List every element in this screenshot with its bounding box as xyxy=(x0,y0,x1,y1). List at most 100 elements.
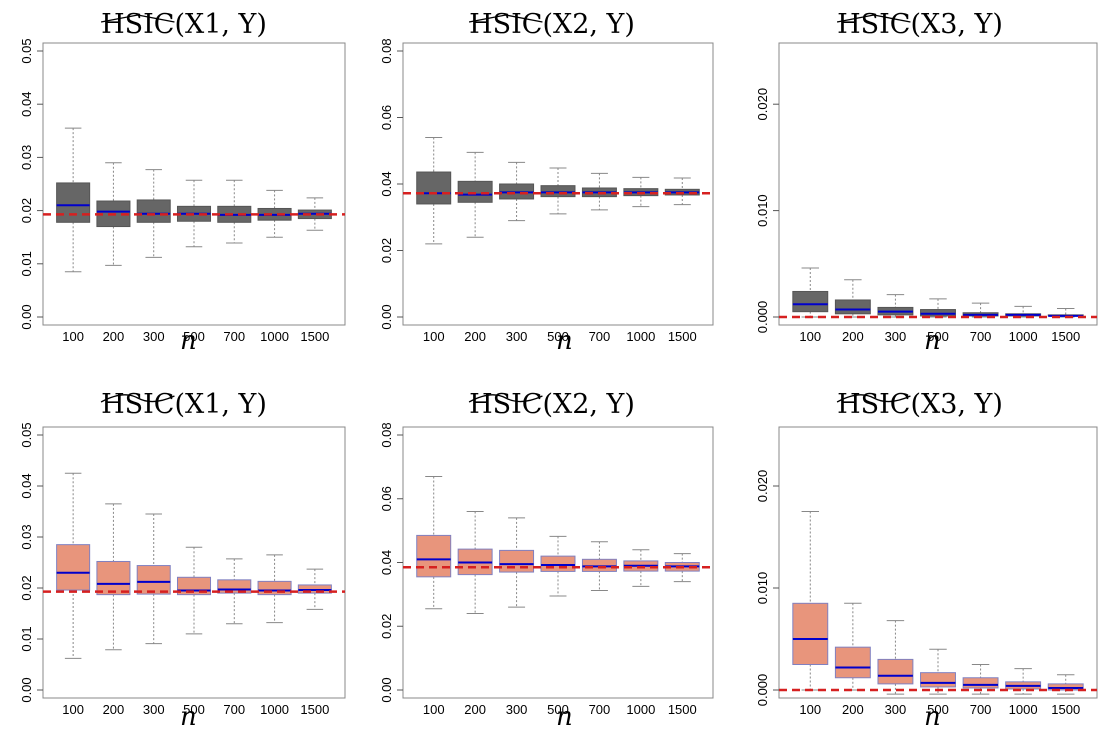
box xyxy=(877,658,914,685)
x-tick-label: 300 xyxy=(885,329,907,344)
panel-hsic-hat-x1: HSIC(X1, Y) 0.00 0.01 0.02 0.03 0.04 0.05 100 2… xyxy=(0,0,368,371)
box xyxy=(416,171,452,205)
box xyxy=(457,180,493,203)
y-tick-label: 0.01 xyxy=(19,251,34,276)
x-axis-label: n xyxy=(924,702,941,732)
y-tick-label: 0.010 xyxy=(755,194,770,227)
x-tick-label: 700 xyxy=(970,702,992,717)
x-tick-label: 1000 xyxy=(1009,702,1038,717)
panel-hsic-tilde-x3: HSIC(X3, Y) 0.000 0.010 0.020 100 200 300 500 7… xyxy=(736,380,1104,751)
box xyxy=(834,299,871,315)
x-tick-label: 500 xyxy=(927,702,949,717)
box xyxy=(834,646,871,679)
x-tick-label: 100 xyxy=(799,329,821,344)
title-arguments: (X3, Y) xyxy=(910,389,1003,420)
x-tick-label: 200 xyxy=(464,702,486,717)
x-tick-label: 1000 xyxy=(626,702,655,717)
y-tick-label: 0.000 xyxy=(755,301,770,334)
box xyxy=(56,544,91,591)
x-tick-label: 1000 xyxy=(1009,329,1038,344)
x-tick-label: 700 xyxy=(223,702,245,717)
y-tick-label: 0.08 xyxy=(379,422,394,447)
y-tick-label: 0.02 xyxy=(379,614,394,639)
box xyxy=(540,185,576,198)
chart-svg: 0.000 0.010 0.020 100 200 300 500 700 1000 1500 xyxy=(755,14,1098,344)
y-tick-label: 0.04 xyxy=(19,92,34,117)
x-tick-label: 1000 xyxy=(260,329,289,344)
y-tick-label: 0.03 xyxy=(19,524,34,549)
title-arguments: (X1, Y) xyxy=(174,9,267,40)
chart-svg: 0.00 0.02 0.04 0.06 0.08 100 200 300 500 700 1000 1… xyxy=(379,394,714,717)
x-tick-label: 100 xyxy=(423,702,445,717)
x-tick-label: 500 xyxy=(183,329,205,344)
y-tick-label: 0.00 xyxy=(379,304,394,329)
title-hat-accent xyxy=(836,14,911,23)
title-arguments: (X3, Y) xyxy=(910,9,1003,40)
box xyxy=(297,584,332,594)
box xyxy=(920,672,956,688)
x-axis-label: n xyxy=(556,326,573,356)
panel-title: HSIC(X2, Y) xyxy=(368,0,736,50)
x-tick-label: 500 xyxy=(183,702,205,717)
y-tick-label: 0.04 xyxy=(379,550,394,575)
x-tick-label: 100 xyxy=(799,702,821,717)
y-tick-label: 0.04 xyxy=(19,473,34,498)
x-tick-label: 1000 xyxy=(626,329,655,344)
panel-title: HSIC(X3, Y) xyxy=(736,0,1104,50)
panel-title: HSIC(X3, Y) xyxy=(736,380,1104,430)
title-hat-accent xyxy=(468,14,543,23)
box xyxy=(920,309,956,317)
y-tick-label: 0.01 xyxy=(19,626,34,651)
panel-title: HSIC(X1, Y) xyxy=(0,380,368,430)
box xyxy=(416,534,452,578)
x-tick-label: 200 xyxy=(103,702,125,717)
x-tick-label: 300 xyxy=(506,329,528,344)
x-tick-label: 100 xyxy=(62,702,84,717)
panel-title: HSIC(X1, Y) xyxy=(0,0,368,50)
box xyxy=(257,580,292,596)
x-tick-label: 700 xyxy=(589,329,611,344)
title-arguments: (X1, Y) xyxy=(174,389,267,420)
y-tick-label: 0.05 xyxy=(19,422,34,447)
y-tick-label: 0.000 xyxy=(755,674,770,707)
title-function: HSIC xyxy=(469,9,543,40)
title-tilde-accent xyxy=(836,394,911,403)
x-axis-label: n xyxy=(924,326,941,356)
x-tick-label: 300 xyxy=(885,702,907,717)
title-function: HSIC xyxy=(101,389,175,420)
title-function: HSIC xyxy=(469,389,543,420)
y-tick-label: 0.02 xyxy=(19,575,34,600)
x-tick-label: 700 xyxy=(589,702,611,717)
panel-hsic-hat-x3: HSIC(X3, Y) 0.000 0.010 0.020 100 200 300 500 7… xyxy=(736,0,1104,371)
panel-hsic-hat-x2: HSIC(X2, Y) 0.00 0.02 0.04 0.06 0.08 100 200 30… xyxy=(368,0,736,371)
plot-frame xyxy=(42,426,346,699)
plot-frame xyxy=(778,426,1098,699)
x-tick-label: 1000 xyxy=(260,702,289,717)
x-tick-label: 500 xyxy=(927,329,949,344)
panel-title: HSIC(X2, Y) xyxy=(368,380,736,430)
x-tick-label: 200 xyxy=(103,329,125,344)
x-tick-label: 100 xyxy=(62,329,84,344)
chart-svg: 0.00 0.01 0.02 0.03 0.04 0.05 100 200 300 500 700 1… xyxy=(19,14,346,344)
y-tick-label: 0.00 xyxy=(379,677,394,702)
title-function: HSIC xyxy=(837,9,911,40)
title-tilde-accent xyxy=(100,394,175,403)
box xyxy=(792,602,829,666)
x-tick-label: 1500 xyxy=(300,329,329,344)
y-tick-label: 0.05 xyxy=(19,38,34,63)
y-tick-label: 0.02 xyxy=(19,198,34,223)
x-tick-label: 700 xyxy=(970,329,992,344)
x-tick-label: 1500 xyxy=(1051,329,1080,344)
x-tick-label: 100 xyxy=(423,329,445,344)
y-tick-label: 0.020 xyxy=(755,470,770,503)
panel-hsic-tilde-x1: HSIC(X1, Y) 0.00 0.01 0.02 0.03 0.04 0.05 100 2… xyxy=(0,380,368,751)
box xyxy=(56,182,91,223)
x-tick-label: 200 xyxy=(842,702,864,717)
y-tick-label: 0.00 xyxy=(19,304,34,329)
box xyxy=(136,565,171,595)
y-tick-label: 0.02 xyxy=(379,238,394,263)
y-tick-label: 0.010 xyxy=(755,572,770,605)
title-function: HSIC xyxy=(837,389,911,420)
x-tick-label: 300 xyxy=(143,329,165,344)
chart-svg: 0.00 0.01 0.02 0.03 0.04 0.05 100 200 300 500 700 1… xyxy=(19,394,346,717)
